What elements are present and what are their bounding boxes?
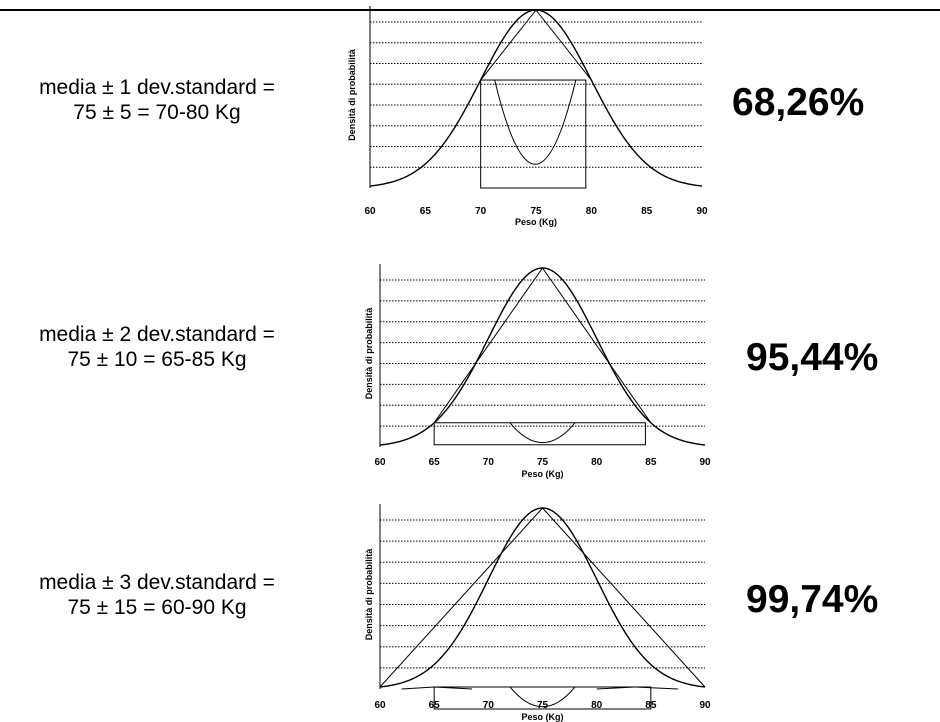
y-axis-label: Densità di probabilità bbox=[364, 548, 374, 641]
panel-1-description: media ± 1 dev.standard = 75 ± 5 = 70-80 … bbox=[0, 75, 322, 125]
triangle-outline bbox=[379, 507, 706, 688]
x-tick-label: 80 bbox=[586, 206, 598, 217]
panel-2-line-2: 75 ± 10 = 65-85 Kg bbox=[67, 348, 247, 371]
inner-arc bbox=[509, 422, 576, 444]
y-axis-label: Densità di probabilità bbox=[347, 48, 357, 141]
top-rule bbox=[0, 9, 940, 11]
normal-curve bbox=[369, 9, 703, 187]
panel-2-percentage: 95,44% bbox=[746, 336, 879, 379]
x-tick-label: 75 bbox=[530, 206, 542, 217]
inner-arc bbox=[509, 686, 576, 708]
left-tail-wedge bbox=[401, 686, 473, 690]
x-axis-label: Peso (Kg) bbox=[521, 712, 563, 722]
right-tail-wedge bbox=[596, 686, 678, 690]
x-tick-label: 80 bbox=[591, 700, 603, 711]
x-tick-label: 90 bbox=[699, 700, 711, 711]
panel-3-line-1: media ± 3 dev.standard = bbox=[39, 571, 275, 594]
x-tick-label: 75 bbox=[537, 457, 549, 468]
triangle-outline bbox=[480, 9, 592, 81]
range-box bbox=[480, 79, 587, 189]
x-tick-label: 85 bbox=[645, 457, 657, 468]
panel-1-line-1: media ± 1 dev.standard = bbox=[39, 76, 275, 99]
x-tick-label: 90 bbox=[696, 206, 708, 217]
x-tick-label: 90 bbox=[699, 457, 711, 468]
normal-curve bbox=[379, 507, 706, 688]
x-axis-label: Peso (Kg) bbox=[515, 217, 557, 227]
panel-2-description: media ± 2 dev.standard = 75 ± 10 = 65-85… bbox=[0, 322, 322, 372]
x-tick-label: 75 bbox=[537, 700, 549, 711]
panel-3-percentage: 99,74% bbox=[746, 578, 879, 621]
x-axis-label: Peso (Kg) bbox=[521, 469, 563, 479]
x-tick-label: 70 bbox=[483, 457, 495, 468]
x-tick-label: 65 bbox=[429, 457, 441, 468]
x-tick-label: 70 bbox=[475, 206, 487, 217]
y-axis-label: Densità di probabilità bbox=[364, 307, 374, 400]
x-tick-label: 60 bbox=[364, 206, 376, 217]
x-tick-label: 65 bbox=[420, 206, 432, 217]
x-tick-label: 60 bbox=[374, 457, 386, 468]
triangle-outline bbox=[433, 267, 652, 424]
normal-curve-chart-1: 60 65 70 75 80 85 90 Peso (Kg) Densità di probab… bbox=[347, 6, 708, 227]
panel-1-line-2: 75 ± 5 = 70-80 Kg bbox=[73, 101, 241, 124]
x-tick-label: 65 bbox=[429, 700, 441, 711]
inner-arc bbox=[494, 79, 577, 165]
range-box bbox=[433, 422, 646, 446]
panel-2-line-1: media ± 2 dev.standard = bbox=[39, 323, 275, 346]
normal-curve-chart-3: 60 65 70 75 80 85 90 Peso (Kg) Densità di probab… bbox=[364, 504, 711, 722]
x-tick-label: 85 bbox=[645, 700, 657, 711]
normal-curve-chart-2: 60 65 70 75 80 85 90 Peso (Kg) Densità di probab… bbox=[364, 264, 711, 479]
x-tick-label: 85 bbox=[641, 206, 653, 217]
x-tick-label: 80 bbox=[591, 457, 603, 468]
x-tick-label: 60 bbox=[374, 700, 386, 711]
panel-3-line-2: 75 ± 15 = 60-90 Kg bbox=[67, 596, 247, 619]
panel-1-percentage: 68,26% bbox=[732, 81, 865, 124]
range-box bbox=[433, 686, 652, 710]
normal-curve bbox=[379, 267, 706, 446]
x-tick-label: 70 bbox=[483, 700, 495, 711]
panel-3-description: media ± 3 dev.standard = 75 ± 15 = 60-90… bbox=[0, 570, 322, 620]
